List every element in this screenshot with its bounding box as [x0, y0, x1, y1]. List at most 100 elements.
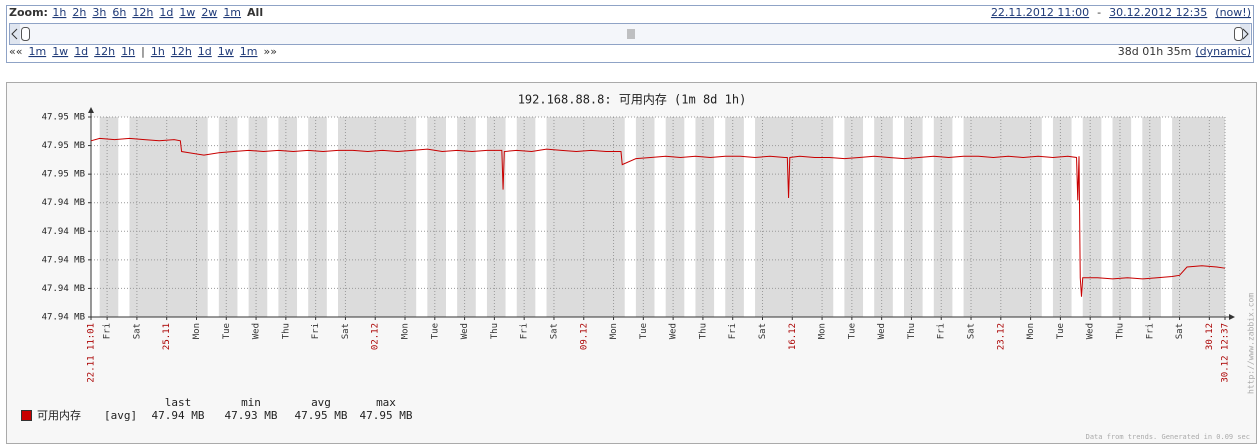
worktime-band: [922, 117, 934, 317]
worktime-band: [297, 117, 309, 317]
scroll-right[interactable]: [1240, 24, 1250, 44]
date-from: 22.11.2012 11:00: [991, 6, 1089, 19]
zoom-link[interactable]: 2w: [201, 6, 217, 19]
date-sep: -: [1097, 6, 1101, 19]
nav-right[interactable]: »»: [264, 45, 277, 58]
worktime-band: [892, 117, 904, 317]
worktime-band: [207, 117, 219, 317]
legend-header: avg: [311, 396, 331, 409]
x-tick-label: Thu: [907, 323, 917, 339]
worktime-band: [1131, 117, 1143, 317]
scroll-handle-right[interactable]: [1234, 27, 1243, 41]
worktime-band: [505, 117, 517, 317]
legend-swatch: [21, 410, 32, 421]
legend-value: 47.93 MB: [225, 409, 278, 422]
x-tick-label: Mon: [1026, 323, 1036, 339]
y-tick-label: 47.94 MB: [42, 313, 85, 323]
mode-link[interactable]: (dynamic): [1195, 45, 1251, 58]
graph-title: 192.168.88.8: 可用内存 (1m 8d 1h): [518, 93, 747, 107]
x-tick-label: Sat: [967, 323, 977, 339]
worktime-band: [1101, 117, 1113, 317]
x-tick-label: Fri: [728, 323, 738, 339]
worktime-band: [714, 117, 726, 317]
nav-fwd-link[interactable]: 1m: [240, 45, 258, 58]
zoom-link[interactable]: 12h: [132, 6, 153, 19]
nav-back-link[interactable]: 1w: [52, 45, 68, 58]
y-tick-label: 47.94 MB: [42, 198, 85, 208]
x-tick-label: Mon: [192, 323, 202, 339]
worktime-band: [654, 117, 666, 317]
zoom-link[interactable]: 2h: [72, 6, 86, 19]
zoom-link[interactable]: 1m: [223, 6, 241, 19]
nav-fwd-link[interactable]: 1w: [218, 45, 234, 58]
nav-sep: |: [141, 45, 145, 58]
legend-function: [avg]: [104, 409, 137, 422]
x-tick-label: Fri: [1145, 323, 1155, 339]
worktime-band: [475, 117, 487, 317]
nav-back-link[interactable]: 1m: [28, 45, 46, 58]
scroll-left[interactable]: [10, 24, 20, 44]
worktime-band: [1071, 117, 1083, 317]
worktime-band: [118, 117, 130, 317]
y-tick-label: 47.95 MB: [42, 113, 85, 123]
y-tick-label: 47.94 MB: [42, 255, 85, 265]
x-tick-label: Tue: [222, 323, 232, 339]
x-tick-label: 25.11: [162, 323, 172, 350]
x-tick-label: Wed: [877, 323, 887, 339]
worktime-band: [416, 117, 428, 317]
x-tick-label: Thu: [698, 323, 708, 339]
worktime-band: [326, 117, 338, 317]
worktime-band: [863, 117, 875, 317]
zoom-link[interactable]: 1d: [159, 6, 173, 19]
x-tick-label: 23.12: [996, 323, 1006, 350]
legend-value: 47.95 MB: [295, 409, 348, 422]
y-tick-label: 47.94 MB: [42, 227, 85, 237]
x-tick-label: Fri: [311, 323, 321, 339]
x-tick-label: Sat: [549, 323, 559, 339]
legend-header: last: [165, 396, 192, 409]
x-tick-label: 30.12 12:37: [1221, 323, 1231, 383]
legend-name: 可用内存: [37, 408, 81, 422]
nav-fwd-link[interactable]: 1d: [198, 45, 212, 58]
scroll-grip: [627, 29, 635, 39]
worktime-band: [445, 117, 458, 317]
x-tick-label: Wed: [252, 323, 262, 339]
x-tick-label: 30.12: [1205, 323, 1215, 350]
x-tick-label: Thu: [490, 323, 500, 339]
legend-header: max: [376, 396, 396, 409]
date-now: (now!): [1215, 6, 1251, 19]
x-tick-label: Mon: [609, 323, 619, 339]
nav-back-link[interactable]: 1h: [121, 45, 135, 58]
legend-value: 47.95 MB: [360, 409, 413, 422]
axes: [90, 109, 1233, 318]
nav-fwd-link[interactable]: 1h: [151, 45, 165, 58]
x-tick-label: Tue: [847, 323, 857, 339]
x-tick-label: Tue: [430, 323, 440, 339]
nav-back-link[interactable]: 12h: [94, 45, 115, 58]
zoom-link[interactable]: 1h: [52, 6, 66, 19]
x-tick-label: Mon: [818, 323, 828, 339]
worktime-band: [1041, 117, 1053, 317]
nav-back-link[interactable]: 1d: [74, 45, 88, 58]
x-tick-label: Sat: [758, 323, 768, 339]
footer-note: Data from trends. Generated in 0.09 sec: [1086, 433, 1250, 441]
zoom-link[interactable]: 1w: [179, 6, 195, 19]
zoom-active[interactable]: All: [247, 6, 263, 19]
x-tick-label: Wed: [460, 323, 470, 339]
nav-left[interactable]: ««: [9, 45, 22, 58]
scroll-handle-left[interactable]: [21, 27, 30, 41]
x-tick-label: Thu: [1115, 323, 1125, 339]
zoom-link[interactable]: 6h: [112, 6, 126, 19]
worktime-band: [743, 117, 756, 317]
worktime-band: [267, 117, 279, 317]
worktime-band: [1160, 117, 1173, 317]
x-tick-label: 02.12: [371, 323, 381, 350]
x-tick-label: 22.11 11:01: [87, 323, 97, 383]
x-tick-label: 09.12: [579, 323, 589, 350]
worktime-band: [91, 117, 100, 317]
worktime-band: [624, 117, 636, 317]
worktime-band: [833, 117, 845, 317]
nav-fwd-link[interactable]: 12h: [171, 45, 192, 58]
zoom-link[interactable]: 3h: [92, 6, 106, 19]
